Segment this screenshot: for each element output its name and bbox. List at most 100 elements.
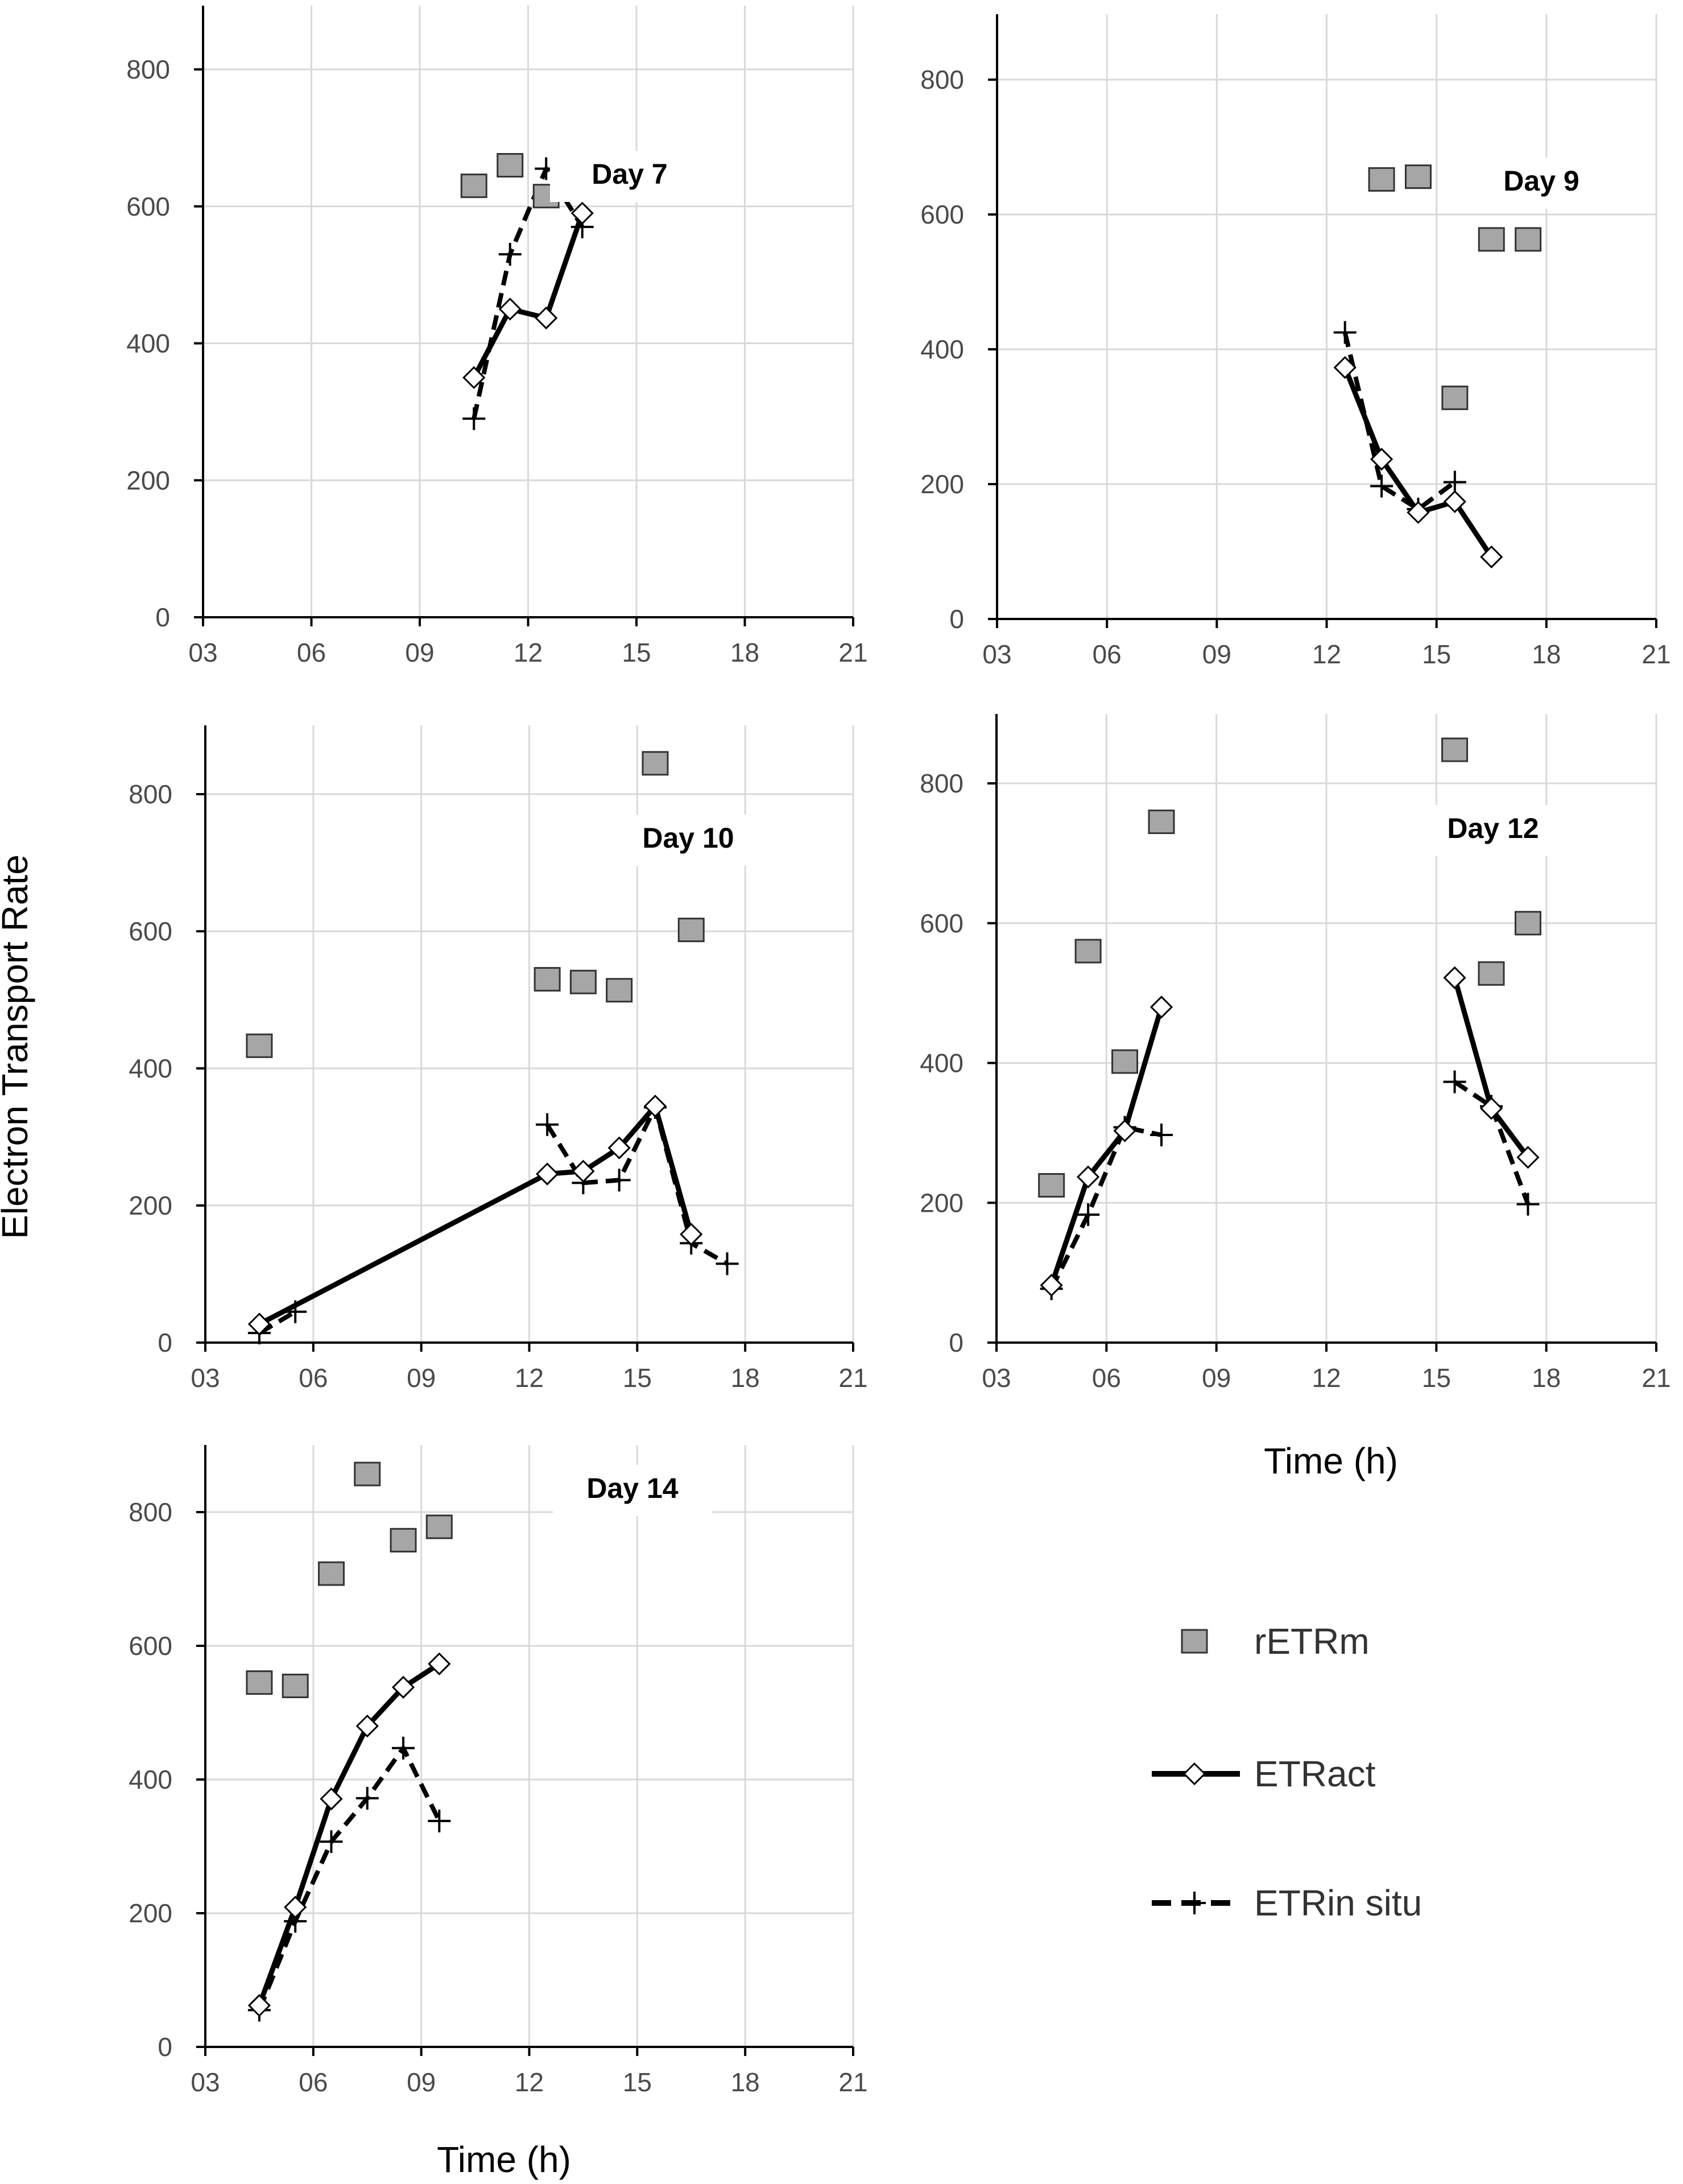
- legend-retrm-square-marker: [1181, 1629, 1208, 1654]
- retrm-square-marker: [1038, 1173, 1065, 1198]
- retrm-square-marker: [1515, 227, 1542, 252]
- retrm-square-marker: [1404, 164, 1432, 189]
- y-tick-label: 0: [949, 604, 964, 634]
- retrm-square-marker: [1148, 810, 1175, 835]
- x-tick-label: 18: [1532, 1363, 1561, 1393]
- etract-diamond-marker: [1076, 1165, 1100, 1188]
- x-tick-label: 06: [1093, 639, 1122, 669]
- x-tick-label: 21: [838, 638, 867, 667]
- retrm-square-marker: [677, 918, 705, 943]
- x-tick-label: 12: [514, 638, 543, 667]
- y-tick-label: 800: [129, 779, 172, 809]
- etr-in-situ-plus-marker: [1443, 1070, 1466, 1093]
- retrm-square-marker: [497, 153, 524, 178]
- panel-title: Day 12: [1447, 812, 1539, 844]
- retrm-square-marker: [1441, 385, 1469, 410]
- etract-diamond-marker: [1443, 966, 1466, 989]
- legend-etract-diamond-marker: [1182, 1762, 1206, 1786]
- etr-in-situ-plus-marker: [607, 1169, 631, 1192]
- etr-in-situ-line: [257, 1745, 441, 2011]
- y-tick-label: 0: [158, 2032, 172, 2062]
- x-tick-label: 15: [1422, 639, 1451, 669]
- x-tick-label: 03: [191, 2067, 220, 2097]
- x-tick-label: 03: [982, 1363, 1011, 1393]
- etr-in-situ-plus-marker: [1333, 321, 1357, 344]
- retrm-square-marker: [1441, 737, 1469, 762]
- y-tick-label: 600: [129, 1631, 172, 1661]
- series-lines: [257, 1661, 441, 2011]
- etr-in-situ-plus-marker: [536, 1113, 559, 1136]
- etract-diamond-marker: [643, 1095, 667, 1118]
- etr-in-situ-line: [1342, 332, 1457, 511]
- gridlines: [997, 14, 1657, 619]
- retrm-square-marker: [354, 1461, 381, 1487]
- x-tick-label: 18: [731, 1363, 760, 1393]
- panel-title-box: [1413, 805, 1573, 856]
- legend-label: ETRin situ: [1254, 1882, 1422, 1923]
- retrm-square-marker: [606, 978, 633, 1003]
- y-tick-label: 600: [920, 200, 964, 229]
- gridlines: [205, 1445, 854, 2047]
- series-markers: [1333, 164, 1542, 569]
- y-tick-label: 800: [920, 769, 964, 798]
- series-markers: [246, 1461, 453, 2022]
- y-tick-label: 0: [155, 602, 170, 632]
- series-lines: [258, 1103, 729, 1335]
- x-tick-label: 21: [1641, 639, 1670, 669]
- panel-2: 0 200 400 600 800 03 06 09 12 15 18 21 Day 9: [920, 14, 1671, 669]
- y-tick-label: 800: [129, 1497, 172, 1527]
- series-markers: [460, 153, 594, 430]
- y-tick-label: 400: [920, 335, 964, 364]
- y-tick-label: 0: [949, 1328, 964, 1357]
- y-tick-label: 400: [129, 1054, 172, 1083]
- x-tick-label: 03: [188, 638, 217, 667]
- etract-diamond-marker: [1480, 545, 1503, 569]
- y-tick-label: 600: [126, 192, 170, 221]
- etr-in-situ-plus-marker: [284, 1300, 307, 1323]
- retrm-square-marker: [1478, 961, 1505, 986]
- x-tick-label: 18: [1532, 639, 1561, 669]
- etr-in-situ-line: [472, 166, 585, 419]
- retrm-square-marker: [425, 1514, 453, 1539]
- etract-diamond-marker: [535, 306, 558, 330]
- etract-line: [258, 1103, 694, 1327]
- x-tick-label: 12: [1312, 1363, 1341, 1393]
- retrm-square-marker: [1368, 167, 1395, 192]
- x-tick-label: 09: [1202, 1363, 1231, 1393]
- retrm-square-marker: [282, 1674, 309, 1698]
- x-tick-label: 18: [730, 638, 759, 667]
- etr-in-situ-plus-marker: [392, 1736, 415, 1760]
- panel-title: Day 7: [592, 158, 667, 190]
- y-tick-label: 600: [920, 909, 964, 938]
- etract-diamond-marker: [607, 1136, 631, 1159]
- x-tick-label: 06: [299, 2067, 328, 2097]
- etr-in-situ-plus-marker: [355, 1786, 379, 1810]
- y-tick-label: 200: [129, 1898, 172, 1928]
- etr-in-situ-line: [1453, 1080, 1531, 1205]
- retrm-square-marker: [1478, 227, 1505, 252]
- etract-diamond-marker: [680, 1223, 703, 1246]
- etract-diamond-marker: [1149, 996, 1173, 1019]
- x-axis-title-bottom: Time (h): [437, 2139, 571, 2180]
- etract-diamond-marker: [570, 201, 594, 225]
- retrm-square-marker: [642, 751, 669, 776]
- legend-label: rETRm: [1254, 1621, 1370, 1662]
- x-tick-label: 21: [838, 2067, 867, 2097]
- y-tick-label: 600: [129, 916, 172, 946]
- etract-diamond-marker: [1443, 490, 1466, 513]
- panel-title: Day 10: [642, 822, 734, 854]
- legend-item-retrm: rETRm: [1181, 1621, 1370, 1662]
- legend: rETRm ETRact ETRin situ: [1152, 1621, 1422, 1923]
- etract-diamond-marker: [1113, 1119, 1136, 1142]
- y-tick-label: 200: [129, 1191, 172, 1220]
- y-tick-label: 400: [129, 1765, 172, 1794]
- etract-diamond-marker: [1333, 356, 1357, 379]
- etract-diamond-marker: [247, 1312, 271, 1336]
- x-axis-title-right: Time (h): [1264, 1440, 1398, 1481]
- retrm-square-marker: [1111, 1049, 1139, 1074]
- retrm-square-marker: [1514, 911, 1541, 936]
- y-tick-label: 200: [920, 1188, 964, 1217]
- etract-diamond-marker: [284, 1896, 307, 1919]
- legend-label: ETRact: [1254, 1753, 1376, 1794]
- panel-title-box: [609, 815, 768, 866]
